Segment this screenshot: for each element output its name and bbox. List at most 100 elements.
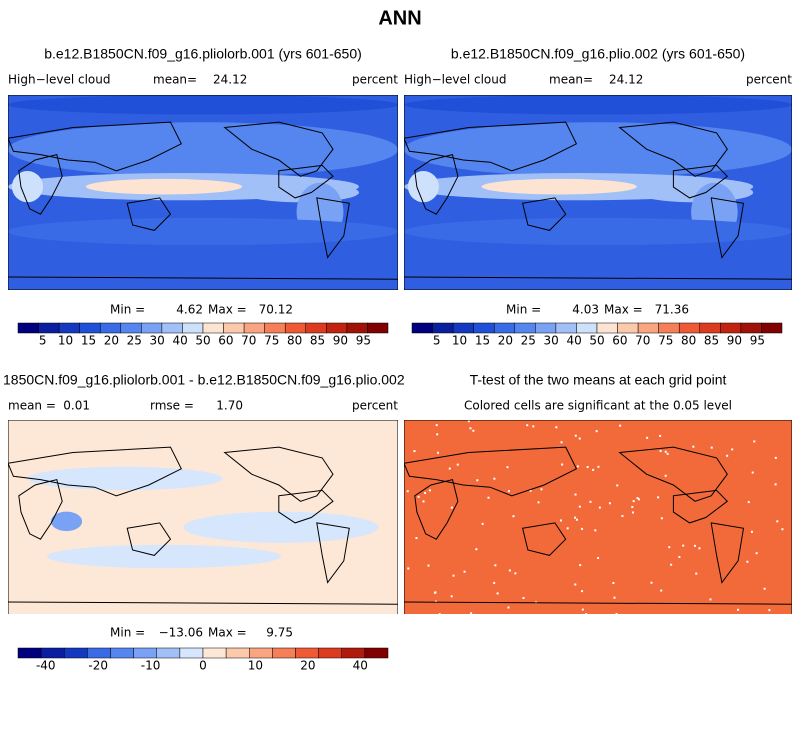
map-background	[404, 420, 792, 614]
colorbar-label: -40	[36, 659, 56, 673]
colorbar-box	[493, 322, 516, 334]
colorbar-box	[156, 647, 181, 659]
colorbar-label: 15	[81, 334, 96, 348]
panel-title: b.e12.B1850CN.f09_g16.pliolorb.001 (yrs …	[44, 46, 362, 62]
coastline	[710, 522, 745, 584]
min-value: −13.06	[159, 626, 203, 640]
coastline	[521, 522, 567, 556]
colorbar-label: 90	[727, 334, 742, 348]
map	[8, 95, 398, 290]
speck	[746, 560, 749, 563]
variable-name: High−level cloud	[404, 73, 506, 87]
speck	[660, 589, 663, 592]
speck	[709, 598, 712, 601]
colorbar-label: 85	[310, 334, 325, 348]
speck	[576, 465, 579, 468]
colorbar-box	[452, 322, 474, 334]
field-patch	[183, 511, 379, 543]
colorbar-box	[272, 647, 296, 659]
speck	[776, 520, 779, 523]
max-label: Max =	[604, 303, 643, 317]
speck	[415, 537, 418, 540]
speck	[417, 495, 420, 498]
colorbar-label: 25	[521, 334, 536, 348]
min-label: Min =	[506, 303, 541, 317]
min-value: 4.03	[572, 303, 599, 317]
speck	[456, 463, 459, 466]
speck	[422, 500, 425, 503]
colorbar-box	[17, 647, 42, 659]
speck	[427, 564, 430, 567]
speck	[448, 467, 451, 470]
colorbar-box	[637, 322, 659, 334]
speck	[529, 489, 532, 492]
speck	[508, 569, 511, 572]
colorbar-box	[58, 322, 80, 334]
speck	[469, 427, 472, 430]
colorbar-label: 95	[750, 334, 765, 348]
mean-value: 24.12	[213, 73, 247, 87]
speck	[470, 612, 473, 614]
speck	[631, 511, 634, 514]
colorbar-label: 0	[199, 659, 207, 673]
colorbar-box	[249, 647, 273, 659]
panel-title: T-test of the two means at each grid poi…	[470, 372, 727, 388]
speck	[646, 436, 649, 439]
colorbar-box	[243, 322, 265, 334]
speck	[621, 515, 624, 518]
colorbar-box	[133, 647, 157, 659]
speck	[450, 506, 453, 509]
speck	[664, 450, 667, 453]
speck	[494, 564, 497, 567]
coastline	[672, 164, 729, 199]
coastline	[8, 601, 398, 605]
speck	[512, 515, 515, 518]
colorbar-box	[79, 322, 101, 334]
speck	[575, 518, 578, 521]
field-patch	[404, 217, 792, 246]
colorbar-box	[364, 647, 389, 659]
speck	[682, 544, 685, 547]
coastline	[404, 601, 792, 605]
colorbar-box	[38, 322, 60, 334]
colorbar-box	[678, 322, 701, 334]
coastline	[18, 478, 63, 540]
coastline	[404, 121, 578, 172]
colorbar-label: 10	[248, 659, 263, 673]
coastline	[8, 276, 398, 280]
field-patch	[404, 95, 792, 115]
colorbar-box	[99, 322, 122, 334]
coastline	[126, 522, 172, 556]
speck	[698, 547, 701, 550]
speck	[631, 506, 634, 509]
colorbar-box	[87, 647, 111, 659]
map	[404, 420, 792, 614]
colorbar-label: 75	[658, 334, 673, 348]
speck	[537, 501, 540, 504]
speck	[751, 471, 754, 474]
speck	[692, 445, 695, 448]
field-patch	[27, 466, 223, 491]
colorbar-label: 50	[195, 334, 210, 348]
speck	[589, 500, 592, 503]
speck	[781, 528, 784, 531]
speck	[619, 424, 622, 427]
colorbar-label: 70	[241, 334, 256, 348]
coastline	[8, 446, 182, 497]
speck	[615, 613, 618, 614]
speck	[578, 505, 581, 508]
colorbar-label: 15	[475, 334, 490, 348]
speck	[574, 493, 577, 496]
colorbar-label: 5	[39, 334, 47, 348]
colorbar-box	[432, 322, 454, 334]
rmse-label: rmse =	[150, 399, 194, 413]
speck	[487, 496, 490, 499]
colorbar-label: 80	[681, 334, 696, 348]
speck	[774, 456, 777, 459]
units: percent	[352, 73, 398, 87]
speck	[763, 587, 766, 590]
colorbar-box	[740, 322, 762, 334]
speck	[731, 448, 734, 451]
panel-subtitle: Colored cells are significant at the 0.0…	[464, 399, 732, 413]
